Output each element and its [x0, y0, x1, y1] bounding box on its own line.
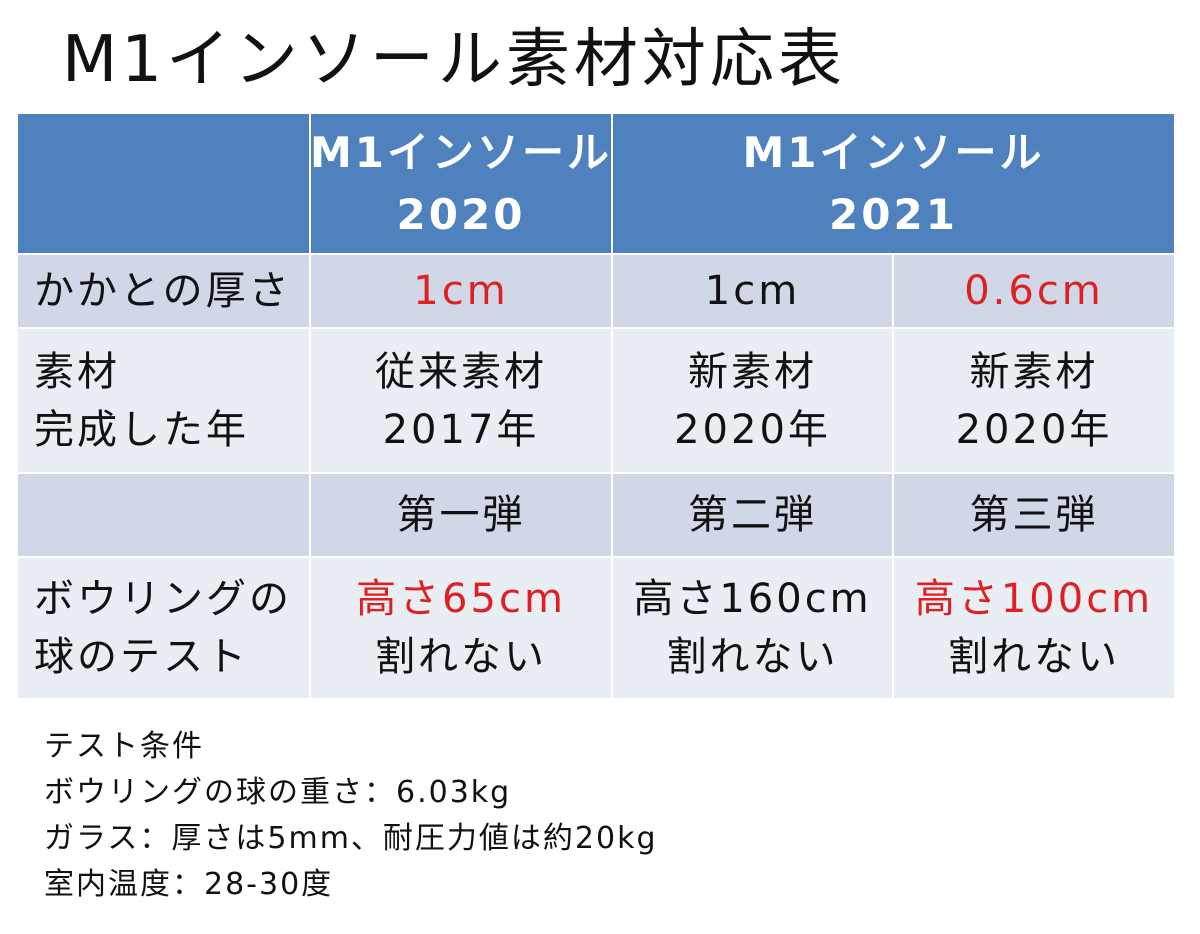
- edition-2021b-value: 第三弾: [969, 492, 1099, 538]
- material-2021a-name: 新素材: [688, 348, 817, 395]
- material-2020-year: 2017年: [382, 406, 540, 453]
- bowling-2020-cell: 高さ65cm 割れない: [311, 558, 611, 698]
- bowling-2021b-result: 割れない: [948, 634, 1120, 680]
- row-label-heel: かかとの厚さ: [18, 255, 309, 327]
- row-label-bowling: ボウリングの 球のテスト: [18, 558, 309, 698]
- edition-2021b-cell: 第三弾: [894, 474, 1174, 556]
- heel-2021a-value: 1cm: [704, 268, 801, 314]
- header-corner-cell: [18, 114, 309, 253]
- bowling-2021a-result: 割れない: [666, 634, 839, 680]
- bowling-label-line1: ボウリングの: [34, 576, 292, 622]
- bowling-2021a-cell: 高さ160cm 割れない: [613, 558, 892, 698]
- heel-label: かかとの厚さ: [34, 268, 292, 314]
- bowling-2020-result: 割れない: [375, 634, 547, 680]
- header-2021: M1インソール 2021: [613, 114, 1174, 253]
- material-2020-cell: 従来素材 2017年: [311, 329, 611, 472]
- bowling-2020-height: 高さ65cm: [356, 576, 566, 622]
- edition-2020-cell: 第一弾: [311, 474, 611, 556]
- material-2021b-name: 新素材: [969, 348, 1099, 395]
- material-2020-name: 従来素材: [375, 348, 547, 395]
- header-2021-name: M1インソール: [742, 127, 1045, 177]
- test-condition-glass: ガラス：厚さは5mm、耐圧力値は約20kg: [44, 821, 658, 856]
- material-2021a-cell: 新素材 2020年: [613, 329, 892, 472]
- edition-2020-value: 第一弾: [396, 492, 526, 538]
- bowling-2021a-height: 高さ160cm: [633, 576, 872, 622]
- test-condition-room-temp: 室内温度：28-30度: [44, 867, 334, 902]
- comparison-table: M1インソール 2020 M1インソール 2021 かかとの厚さ 1cm 1cm…: [18, 114, 1174, 698]
- material-2021b-year: 2020年: [955, 406, 1113, 453]
- heel-2021b-value: 0.6cm: [964, 268, 1104, 314]
- material-label-line1: 素材: [34, 348, 120, 395]
- header-2020-year: 2020: [396, 189, 526, 239]
- bowling-2021b-height: 高さ100cm: [914, 576, 1154, 622]
- header-2021-year: 2021: [829, 189, 958, 239]
- page-title: M1インソール素材対応表: [62, 23, 846, 97]
- heel-2020-value: 1cm: [413, 268, 509, 314]
- row-label-material: 素材 完成した年: [18, 329, 309, 472]
- material-2021b-cell: 新素材 2020年: [894, 329, 1174, 472]
- test-conditions: テスト条件 ボウリングの球の重さ：6.03kg ガラス：厚さは5mm、耐圧力値は…: [44, 724, 658, 908]
- material-2021a-year: 2020年: [674, 406, 831, 453]
- edition-2021a-value: 第二弾: [688, 492, 817, 538]
- heel-2020-cell: 1cm: [311, 255, 611, 327]
- test-condition-ball-weight: ボウリングの球の重さ：6.03kg: [44, 775, 512, 810]
- bowling-label-line2: 球のテスト: [34, 634, 249, 680]
- edition-2021a-cell: 第二弾: [613, 474, 892, 556]
- test-conditions-heading: テスト条件: [44, 729, 204, 764]
- header-2020-name: M1インソール: [311, 127, 611, 177]
- header-2020: M1インソール 2020: [311, 114, 611, 253]
- heel-2021a-cell: 1cm: [613, 255, 892, 327]
- bowling-2021b-cell: 高さ100cm 割れない: [894, 558, 1174, 698]
- material-label-line2: 完成した年: [34, 406, 249, 453]
- row-label-edition: [18, 474, 309, 556]
- heel-2021b-cell: 0.6cm: [894, 255, 1174, 327]
